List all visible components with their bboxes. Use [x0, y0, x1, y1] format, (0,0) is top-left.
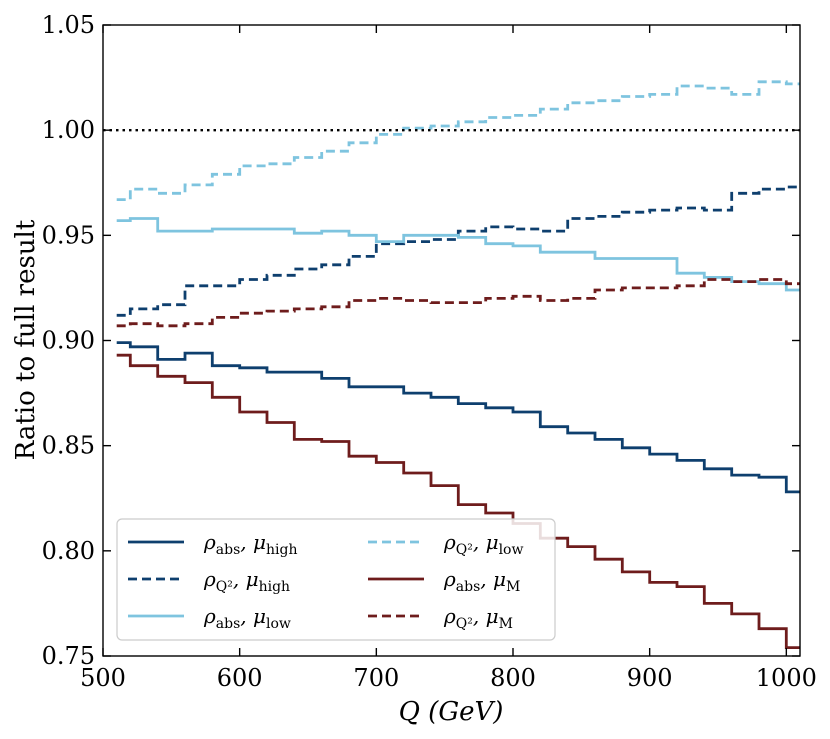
- legend-label: ρQ², μM: [443, 604, 513, 632]
- legend: ρabs, μhigh ρQ², μhigh ρabs, μlow ρQ², μlow…: [116, 518, 556, 641]
- x-tick-label: 500: [80, 664, 126, 692]
- y-tick-label: 0.85: [42, 432, 95, 460]
- y-tick-label: 1.00: [42, 116, 95, 144]
- y-tick-label: 0.90: [42, 327, 95, 355]
- x-tick-label: 700: [353, 664, 399, 692]
- series-line-2: [116, 185, 800, 317]
- y-tick-label: 0.95: [42, 221, 95, 249]
- x-tick-label: 600: [217, 664, 263, 692]
- x-axis-title: Q (GeV): [399, 697, 504, 727]
- y-tick-label: 0.80: [42, 537, 95, 565]
- y-axis-title: Ratio to full result: [11, 219, 41, 460]
- series-line-6: [116, 278, 800, 328]
- legend-entry-4: ρQ², μlow: [368, 530, 523, 558]
- legend-entry-1: ρabs, μhigh: [128, 530, 297, 558]
- legend-entry-3: ρabs, μlow: [128, 604, 291, 632]
- legend-entry-6: ρQ², μM: [368, 604, 513, 632]
- legend-box: [116, 518, 556, 641]
- x-tick-label: 900: [627, 664, 673, 692]
- legend-label: ρabs, μlow: [203, 604, 291, 632]
- legend-label: ρabs, μhigh: [203, 530, 297, 558]
- legend-label: ρQ², μhigh: [203, 567, 290, 595]
- tick-layer: 500 600 700 800 900 1000 0.75 0.80 0.85 0.90 0.95 1…: [42, 11, 817, 692]
- legend-label: ρQ², μlow: [443, 530, 523, 558]
- x-tick-label: 800: [490, 664, 536, 692]
- series-line-1: [116, 341, 800, 494]
- series-line-3: [116, 217, 800, 292]
- y-tick-label: 1.05: [42, 11, 95, 39]
- legend-entry-5: ρabs, μM: [368, 567, 520, 595]
- legend-label: ρabs, μM: [443, 567, 520, 595]
- series-layer: [116, 80, 800, 649]
- x-tick-label: 1000: [756, 664, 817, 692]
- series-line-5: [116, 353, 800, 649]
- series-line-4: [116, 80, 800, 201]
- y-tick-label: 0.75: [42, 642, 95, 670]
- legend-entry-2: ρQ², μhigh: [128, 567, 290, 595]
